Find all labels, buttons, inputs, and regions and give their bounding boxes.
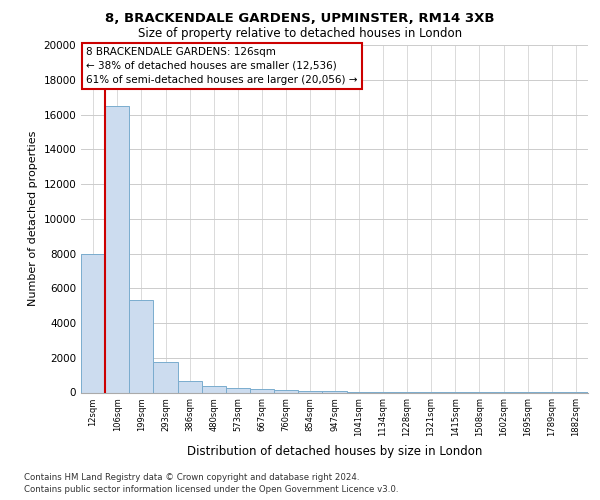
- X-axis label: Distribution of detached houses by size in London: Distribution of detached houses by size …: [187, 445, 482, 458]
- Text: Contains public sector information licensed under the Open Government Licence v3: Contains public sector information licen…: [24, 485, 398, 494]
- Bar: [322, 391, 347, 392]
- Bar: [178, 381, 202, 392]
- Bar: [129, 300, 154, 392]
- Text: Size of property relative to detached houses in London: Size of property relative to detached ho…: [138, 28, 462, 40]
- Y-axis label: Number of detached properties: Number of detached properties: [28, 131, 38, 306]
- Bar: [81, 254, 105, 392]
- Text: 8, BRACKENDALE GARDENS, UPMINSTER, RM14 3XB: 8, BRACKENDALE GARDENS, UPMINSTER, RM14 …: [105, 12, 495, 26]
- Text: Contains HM Land Registry data © Crown copyright and database right 2024.: Contains HM Land Registry data © Crown c…: [24, 472, 359, 482]
- Bar: [105, 106, 129, 393]
- Bar: [154, 362, 178, 392]
- Text: 8 BRACKENDALE GARDENS: 126sqm
← 38% of detached houses are smaller (12,536)
61% : 8 BRACKENDALE GARDENS: 126sqm ← 38% of d…: [86, 46, 358, 84]
- Bar: [250, 390, 274, 392]
- Bar: [274, 390, 298, 392]
- Bar: [298, 391, 322, 392]
- Bar: [202, 386, 226, 392]
- Bar: [226, 388, 250, 392]
